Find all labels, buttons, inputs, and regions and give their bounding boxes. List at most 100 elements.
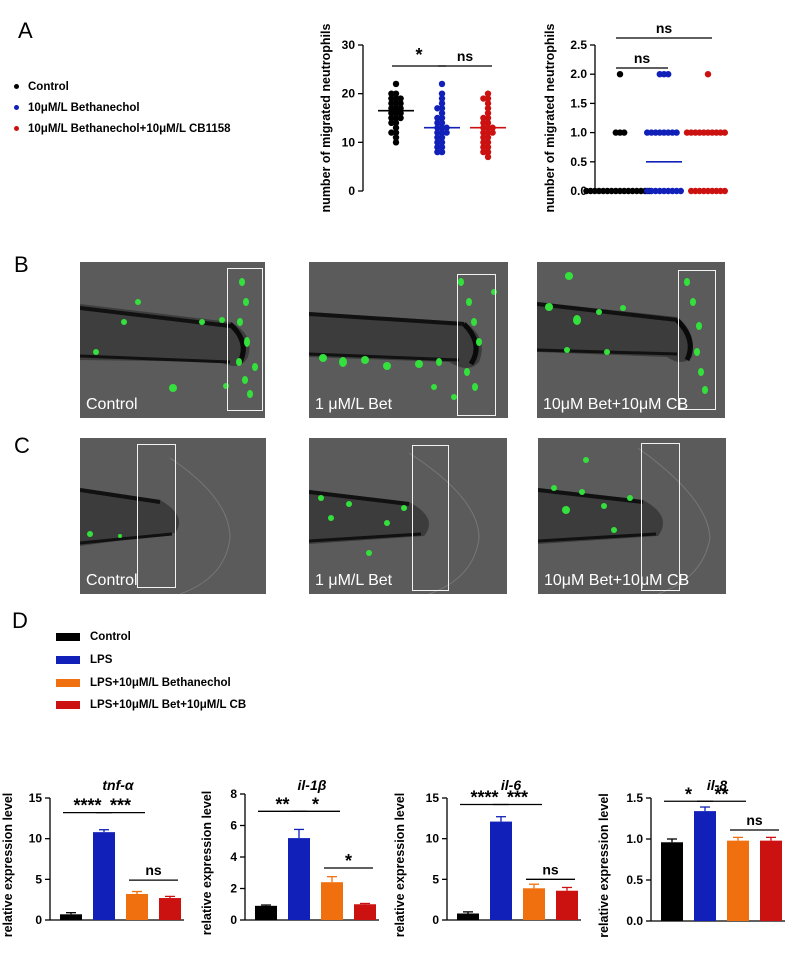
bar xyxy=(354,904,376,920)
legend-marker xyxy=(56,700,80,709)
y-tick-label: 20 xyxy=(342,87,356,101)
bar xyxy=(321,882,343,920)
y-tick-label: 2.5 xyxy=(570,38,587,52)
legend-label: 10μM/L Bethanechol+10μM/L CB1158 xyxy=(28,123,231,135)
micrograph-content xyxy=(309,452,480,594)
data-point xyxy=(484,90,492,97)
data-point xyxy=(677,187,684,195)
data-point xyxy=(438,109,446,117)
significance-label: **** xyxy=(73,796,101,816)
y-tick-label: 8 xyxy=(230,787,237,801)
bar xyxy=(159,898,181,920)
significance-label: ns xyxy=(656,20,673,36)
data-point xyxy=(484,119,492,127)
data-point xyxy=(665,71,672,78)
y-tick-label: 6 xyxy=(230,819,237,833)
legend-label: Control xyxy=(28,81,69,93)
y-tick-label: 1.5 xyxy=(570,96,587,110)
bar xyxy=(727,840,749,921)
y-axis-label: number of migrated neutrophils xyxy=(319,24,333,213)
data-point xyxy=(489,129,496,136)
y-tick-label: 0 xyxy=(230,913,237,927)
micrograph-content xyxy=(537,272,708,394)
data-point xyxy=(388,90,395,97)
y-tick-label: 10 xyxy=(29,832,43,846)
region-of-interest-box xyxy=(457,274,496,416)
data-point xyxy=(438,105,446,112)
data-point xyxy=(484,95,492,102)
micrograph-b-bet-cb: 10μM Bet+10μM CB xyxy=(537,262,725,418)
significance-label: ns xyxy=(542,861,559,877)
legend-marker xyxy=(14,126,19,132)
bar xyxy=(255,905,277,920)
micrograph-b-control: Control xyxy=(80,262,265,418)
significance-label: ns xyxy=(457,48,474,64)
data-point xyxy=(484,134,492,141)
significance-label: *** xyxy=(110,796,131,816)
region-of-interest-box xyxy=(641,443,680,591)
data-point xyxy=(616,71,624,78)
legend-a-item: 10μM/L Bethanechol+10μM/L CB1158 xyxy=(14,123,231,135)
data-point xyxy=(392,80,400,88)
data-point xyxy=(392,139,400,146)
data-point xyxy=(480,144,487,151)
data-point xyxy=(392,114,400,122)
scatter-chart-migrated-neutrophils: 0 10 20 30 number of migrated neutrophils * ns xyxy=(319,24,506,213)
panel-label-b: B xyxy=(14,252,29,277)
legend-marker xyxy=(14,84,19,90)
y-tick-label: 4 xyxy=(230,850,237,864)
bar-chart-il-8: il-8 0.0 0.5 1.0 1.5 relative expression leve… xyxy=(597,777,785,938)
y-axis-label: number of migrated neutrophils xyxy=(543,24,557,213)
panel-label-d: D xyxy=(12,608,28,633)
y-tick-label: 10 xyxy=(342,135,356,149)
y-tick-label: 15 xyxy=(29,791,43,805)
data-point xyxy=(438,114,446,122)
micrograph-caption: 10μM Bet+10μM CB xyxy=(543,396,689,413)
data-point xyxy=(583,187,590,195)
significance-label: * xyxy=(415,45,422,65)
legend-a-item: Control xyxy=(14,81,69,93)
data-point xyxy=(621,129,628,136)
data-point xyxy=(673,129,680,136)
data-point xyxy=(704,71,712,78)
legend-a-item: 10μM/L Bethanechol xyxy=(14,102,140,114)
data-point xyxy=(438,139,446,146)
data-point xyxy=(434,148,441,156)
data-point xyxy=(683,129,691,136)
data-point xyxy=(397,95,404,102)
legend-label: Control xyxy=(90,631,131,643)
chart-title: il-8 xyxy=(707,777,727,793)
data-point xyxy=(392,105,400,112)
y-axis-label: relative expression level xyxy=(597,793,611,938)
data-point xyxy=(438,119,446,127)
data-point xyxy=(392,129,400,136)
significance-label: * xyxy=(312,794,319,814)
bar xyxy=(457,913,479,920)
data-point xyxy=(484,109,492,117)
data-point xyxy=(484,114,492,122)
data-point xyxy=(434,139,441,146)
data-point xyxy=(434,134,441,141)
data-point xyxy=(438,129,446,136)
panel-label-a: A xyxy=(18,18,33,43)
micrograph-c-bet: 1 μM/L Bet xyxy=(309,438,507,594)
legend-label: 10μM/L Bethanechol xyxy=(28,102,140,114)
micrograph-caption: Control xyxy=(86,572,138,589)
data-point xyxy=(397,105,404,112)
micrograph-caption: 1 μM/L Bet xyxy=(315,396,393,413)
region-of-interest-box xyxy=(412,445,449,591)
legend-label: LPS+10μM/L Bet+10μM/L CB xyxy=(90,699,247,711)
data-point xyxy=(388,100,395,107)
data-point xyxy=(644,187,651,195)
micrograph-b-bet: 1 μM/L Bet xyxy=(309,262,508,418)
legend-marker xyxy=(14,105,19,111)
significance-label: ** xyxy=(714,784,728,804)
y-tick-label: 0.5 xyxy=(570,155,587,169)
data-point xyxy=(434,114,441,122)
y-axis-label: relative expression level xyxy=(393,793,407,938)
micrograph-content xyxy=(80,457,231,594)
data-point xyxy=(434,105,441,112)
bar xyxy=(126,893,148,920)
data-point xyxy=(484,100,492,107)
micrograph-c-bet-cb: 10μM Bet+10μM CB xyxy=(538,438,726,594)
